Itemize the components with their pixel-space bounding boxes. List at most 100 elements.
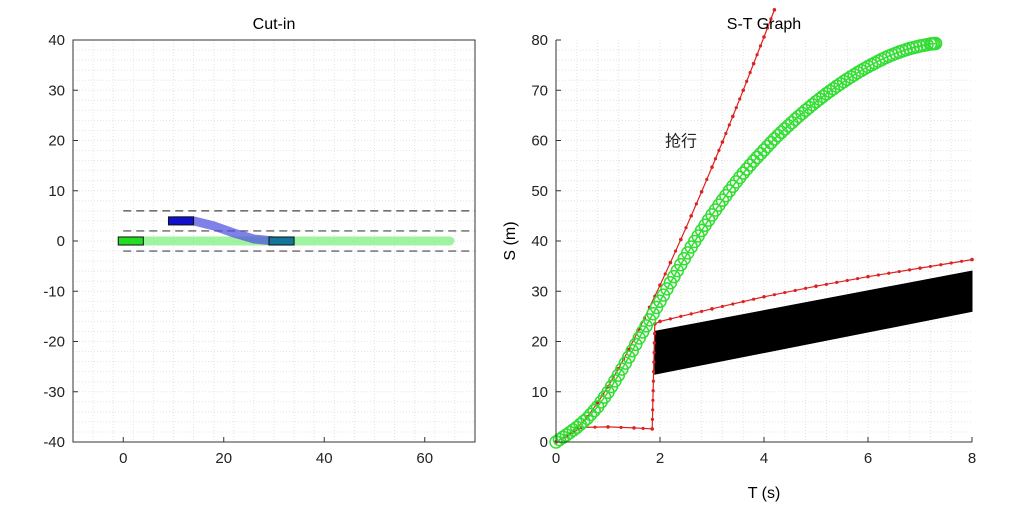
st-graph-x-tick-label: 2	[656, 450, 664, 467]
boundary-point	[960, 259, 964, 263]
st-graph-title: S-T Graph	[727, 16, 801, 33]
boundary-point	[700, 309, 704, 313]
boundary-point	[765, 26, 770, 30]
boundary-point	[939, 263, 943, 267]
cut-in-vehicle-final	[268, 236, 295, 246]
st-graph-y-tick-label: 80	[531, 32, 548, 49]
speed-profile-point	[830, 79, 844, 93]
st-graph-x-tick-label: 0	[552, 450, 560, 467]
speed-profile-point	[760, 139, 775, 154]
cut-in-x-tick-label: 40	[316, 450, 333, 467]
boundary-point	[710, 307, 714, 311]
cut-in-x-tick-label: 60	[416, 450, 433, 467]
st-graph-y-tick-label: 40	[531, 233, 548, 250]
speed-profile-point	[767, 132, 782, 146]
st-graph-y-axis-label: S (m)	[502, 221, 519, 260]
speed-profile-point	[750, 150, 764, 165]
boundary-point	[755, 53, 759, 57]
boundary-point	[918, 266, 922, 270]
boundary-point	[684, 226, 688, 230]
boundary-point	[650, 427, 654, 431]
st-graph-y-tick-label: 10	[531, 384, 548, 401]
boundary-point	[876, 273, 881, 277]
boundary-point	[679, 237, 683, 242]
boundary-point	[652, 370, 656, 374]
boundary-point	[772, 8, 777, 12]
boundary-point	[658, 319, 662, 324]
speed-profile-point	[843, 70, 858, 84]
boundary-point	[641, 426, 645, 431]
speed-profile-point	[743, 158, 757, 172]
boundary-point	[651, 408, 655, 412]
speed-profile-point	[836, 74, 851, 89]
boundary-point	[699, 189, 704, 194]
st-graph-y-tick-label: 0	[540, 434, 548, 451]
boundary-point	[897, 269, 901, 274]
boundary-point	[668, 260, 673, 265]
boundary-point	[758, 44, 763, 48]
boundary-point	[674, 249, 678, 253]
boundary-point	[734, 106, 738, 110]
cut-in-y-tick-label: 10	[48, 183, 65, 200]
boundary-point	[717, 148, 721, 152]
speed-profile-point	[580, 411, 594, 426]
cut-in-y-tick-label: -20	[43, 334, 65, 351]
planned-speed-profile	[555, 42, 936, 443]
st-graph-x-tick-label: 4	[760, 450, 768, 467]
boundary-point	[752, 297, 756, 301]
boundary-point	[668, 317, 673, 321]
st-graph-y-tick-label: 30	[531, 283, 548, 300]
boundary-point	[606, 425, 610, 429]
speed-profile-point	[732, 170, 747, 185]
speed-profile-point	[556, 430, 570, 445]
boundary-point	[741, 300, 745, 304]
speed-profile-point	[563, 425, 577, 440]
boundary-point	[949, 261, 953, 265]
speed-profile-point	[552, 432, 567, 447]
boundary-point	[769, 17, 773, 21]
cut-in-y-tick-label: -10	[43, 283, 65, 300]
speed-profile-point	[583, 407, 598, 422]
speed-profile-point	[757, 143, 771, 157]
boundary-point	[762, 294, 766, 299]
boundary-point	[720, 140, 725, 144]
boundary-point	[824, 282, 829, 286]
speed-profile-point	[928, 36, 943, 51]
boundary-point	[856, 276, 860, 281]
cut-in-y-tick-label: 40	[48, 32, 65, 49]
boundary-point	[651, 379, 655, 383]
boundary-point	[651, 398, 655, 402]
boundary-point	[652, 331, 657, 336]
st-graph-annotation: 抢行	[665, 132, 697, 151]
planned-speed-profile-group	[549, 36, 943, 449]
yield-boundary-line-group	[554, 257, 974, 444]
boundary-point	[705, 177, 709, 182]
boundary-point	[727, 123, 731, 127]
speed-profile-point	[771, 128, 785, 143]
cut-in-x-tick-label: 20	[215, 450, 232, 467]
obstacle-region	[654, 270, 973, 375]
boundary-point	[593, 425, 597, 429]
boundary-point	[887, 271, 891, 275]
boundary-point	[619, 425, 623, 430]
speed-profile-point	[625, 343, 640, 358]
cut-in-y-tick-label: 30	[48, 82, 65, 99]
boundary-point	[731, 302, 735, 306]
boundary-point	[772, 293, 777, 297]
speed-profile-point	[559, 428, 574, 442]
cut-in-plot: 0 20 40 60 -40 -30 -20 -10 0 10 20 30 40	[43, 32, 476, 467]
boundary-point	[745, 79, 749, 83]
boundary-point	[663, 272, 667, 276]
cut-in-title: Cut-in	[253, 16, 296, 33]
speed-profile-point	[726, 179, 740, 193]
boundary-point	[908, 268, 912, 272]
boundary-point	[652, 360, 656, 364]
boundary-point	[845, 278, 849, 283]
boundary-point	[751, 61, 756, 66]
boundary-point	[804, 286, 808, 290]
speed-profile-point	[823, 84, 837, 99]
speed-profile-point	[736, 166, 750, 180]
cut-in-x-tick-label: 0	[119, 450, 127, 467]
boundary-point	[835, 280, 839, 285]
